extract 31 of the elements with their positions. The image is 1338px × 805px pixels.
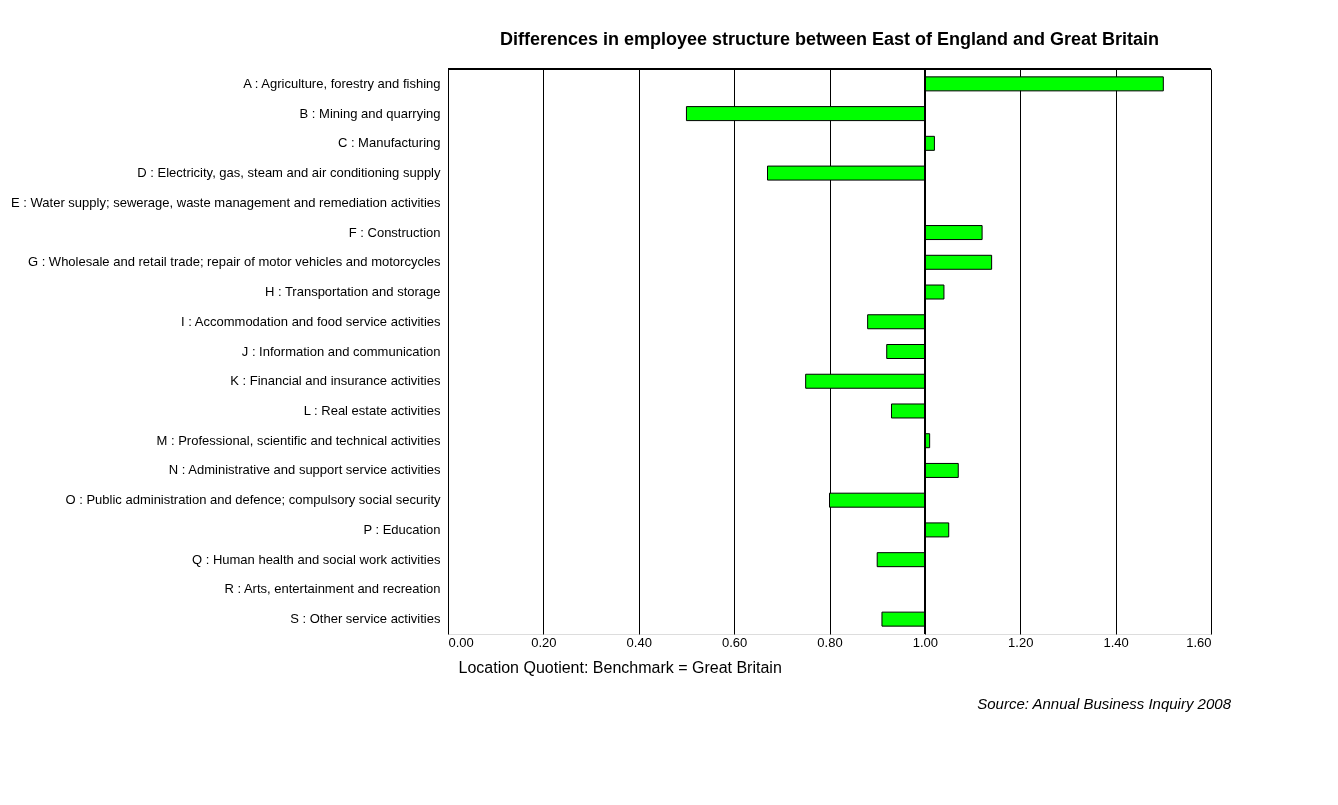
y-tick-label: M : Professional, scientific and technical activities: [156, 432, 441, 448]
y-tick-label: K : Financial and insurance activities: [230, 373, 441, 389]
y-tick-label: O : Public administration and defence; compulsory social security: [65, 492, 441, 508]
y-tick-label: A : Agriculture, forestry and fishing: [243, 75, 441, 91]
x-tick-label: 1.20: [1008, 634, 1034, 650]
y-tick-label: P : Education: [363, 521, 441, 537]
y-tick-label: D : Electricity, gas, steam and air conditioning supply: [137, 165, 441, 181]
y-tick-label: R : Arts, entertainment and recreation: [224, 581, 441, 597]
source-note: Source: Annual Business Inquiry 2008: [977, 695, 1232, 712]
y-tick-label: B : Mining and quarrying: [299, 105, 441, 121]
y-tick-label: S : Other service activities: [290, 611, 441, 627]
x-tick-label: 0.20: [531, 634, 557, 650]
x-tick-label: 1.00: [912, 634, 939, 650]
x-tick-label: 0.80: [817, 634, 843, 650]
y-tick-label: C : Manufacturing: [337, 135, 441, 151]
y-tick-label: H : Transportation and storage: [264, 284, 441, 300]
x-tick-label: 0.60: [721, 634, 748, 650]
y-tick-label: Q : Human health and social work activities: [191, 551, 441, 567]
y-tick-label: I : Accommodation and food service activities: [181, 313, 441, 329]
y-tick-label: N : Administrative and support service activities: [168, 462, 441, 478]
y-tick-label: E : Water supply; sewerage, waste management and remediation activities: [11, 194, 441, 210]
y-tick-label: J : Information and communication: [241, 343, 441, 359]
x-tick-label: 1.60: [1186, 634, 1212, 650]
x-axis-title: Location Quotient: Benchmark = Great Britain: [458, 658, 782, 676]
x-tick-label: 1.40: [1103, 634, 1129, 650]
y-tick-label: L : Real estate activities: [303, 402, 441, 418]
chart-title: Differences in employee structure between East of England and Great Britain: [499, 28, 1160, 49]
x-tick-label: 0.00: [448, 634, 474, 650]
x-tick-label: 0.40: [626, 634, 652, 650]
y-tick-label: F : Construction: [348, 224, 441, 240]
y-tick-label: G : Wholesale and retail trade; repair of motor vehicles and motorcycles: [27, 254, 441, 270]
